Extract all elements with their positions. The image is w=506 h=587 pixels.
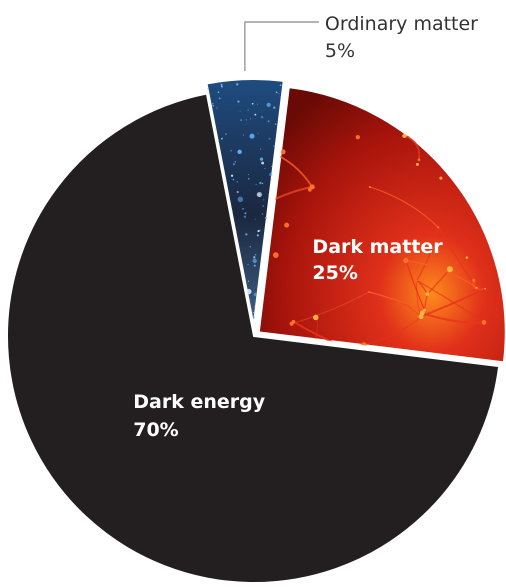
- pie-slice-ordinary-matter: [205, 78, 285, 327]
- pie-slice-dark-energy: [6, 92, 501, 584]
- leader-line-ordinary-matter: [244, 21, 319, 72]
- slice-label-dark-energy: Dark energy: [133, 391, 265, 413]
- slice-value-ordinary-matter: 5%: [325, 40, 355, 62]
- slice-value-dark-energy: 70%: [133, 419, 178, 441]
- slice-label-ordinary-matter: Ordinary matter: [325, 13, 478, 35]
- slice-value-dark-matter: 25%: [312, 262, 357, 284]
- pie-slice-dark-matter: [257, 86, 506, 364]
- slice-label-dark-matter: Dark matter: [312, 236, 443, 258]
